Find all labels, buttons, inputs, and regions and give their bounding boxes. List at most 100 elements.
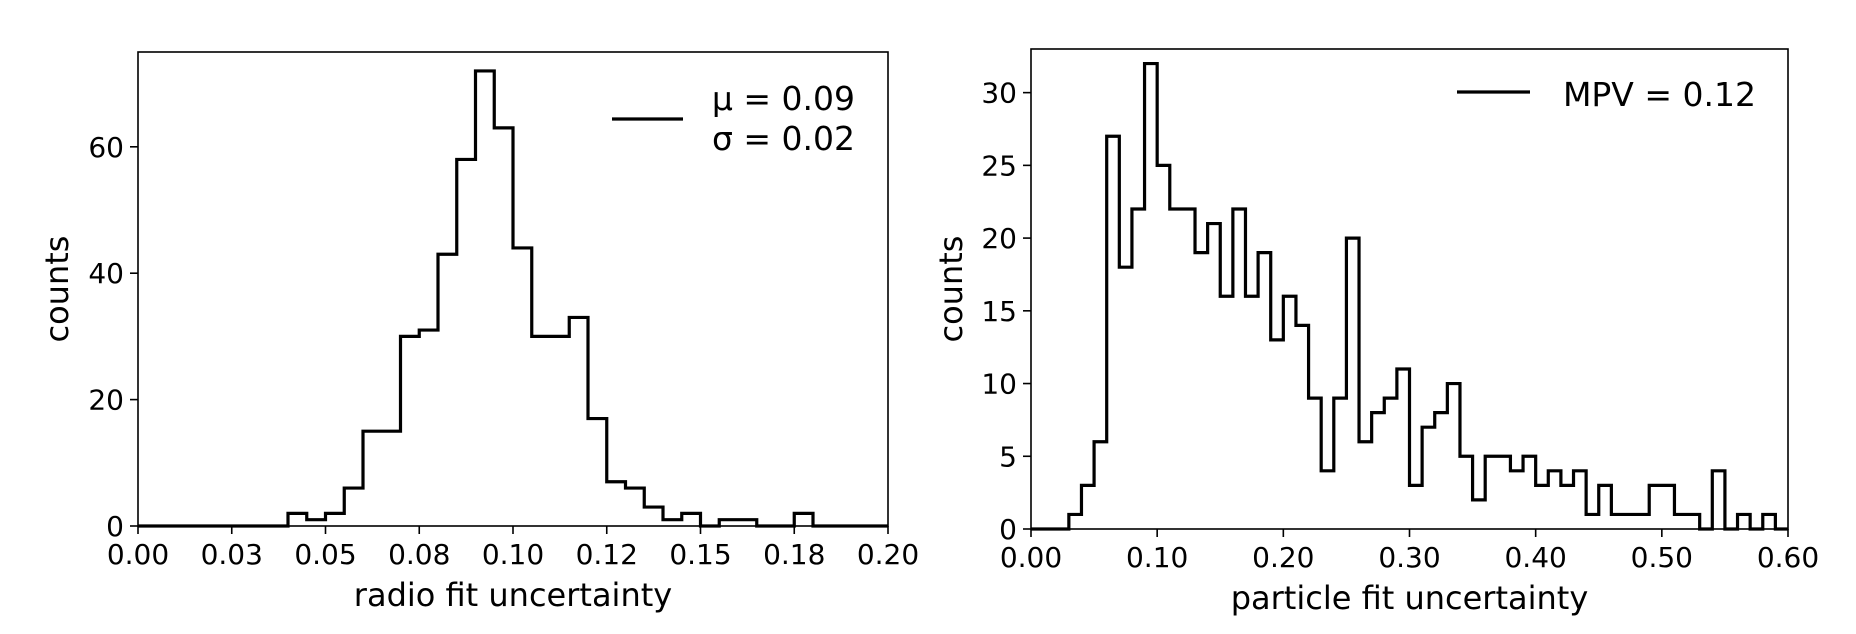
histogram-bin bbox=[1624, 514, 1637, 529]
x-tick-label: 0.50 bbox=[1631, 541, 1693, 574]
histogram-bin bbox=[1687, 514, 1700, 529]
histogram-bin bbox=[1460, 456, 1473, 529]
x-tick-label: 0.05 bbox=[294, 538, 356, 571]
histogram-bin bbox=[1510, 471, 1523, 529]
x-tick-label: 0.03 bbox=[201, 538, 263, 571]
histogram-bin bbox=[1447, 384, 1460, 529]
x-axis-label: radio fit uncertainty bbox=[354, 576, 672, 614]
histogram-bin bbox=[1195, 253, 1208, 529]
histogram-bin bbox=[1738, 514, 1751, 529]
histogram-bin bbox=[1485, 456, 1498, 529]
histogram-bin bbox=[1145, 64, 1158, 529]
x-tick-label: 0.20 bbox=[857, 538, 919, 571]
x-tick-label: 0.30 bbox=[1378, 541, 1440, 574]
histogram-bin bbox=[438, 254, 457, 526]
histogram-bin bbox=[1233, 209, 1246, 529]
histogram-bin bbox=[1170, 209, 1183, 529]
histogram-bin bbox=[1334, 398, 1347, 529]
histogram-bin bbox=[1637, 514, 1650, 529]
radio-uncertainty-histogram-panel: 0.00 0.03 0.05 0.08 0.10 0.12 0.15 0.18 0.20 0 20 4… bbox=[38, 51, 919, 614]
y-tick-label: 25 bbox=[981, 149, 1017, 182]
histogram-bin bbox=[551, 336, 570, 526]
histogram-bin bbox=[532, 336, 551, 526]
x-tick-label: 0.18 bbox=[763, 538, 825, 571]
histogram-bin bbox=[401, 336, 420, 526]
particle-uncertainty-histogram-panel: 0.00 0.10 0.20 0.30 0.40 0.50 0.60 0 5 10 15 20 25 30… bbox=[932, 48, 1819, 617]
histogram-bin bbox=[1157, 165, 1170, 529]
histogram-bin bbox=[1548, 471, 1561, 529]
histogram-step-line bbox=[1031, 61, 1788, 531]
y-axis-label: counts bbox=[932, 236, 970, 343]
histogram-bin bbox=[1359, 442, 1372, 529]
histogram-bin bbox=[1586, 514, 1599, 529]
histogram-bin bbox=[1536, 485, 1549, 529]
histogram-bin bbox=[288, 513, 307, 526]
histogram-bin bbox=[494, 128, 513, 526]
y-tick-label: 60 bbox=[88, 131, 124, 164]
histogram-bin bbox=[1498, 456, 1511, 529]
legend-label: σ = 0.02 bbox=[712, 119, 855, 158]
histogram-bin bbox=[1763, 514, 1776, 529]
histogram-bin bbox=[457, 159, 476, 526]
histogram-bin bbox=[1094, 442, 1107, 529]
histogram-bin bbox=[1132, 209, 1145, 529]
histogram-bin bbox=[513, 248, 532, 526]
x-tick-label: 0.00 bbox=[107, 538, 169, 571]
histogram-bin bbox=[1258, 253, 1271, 529]
histogram-bin bbox=[682, 513, 701, 526]
y-tick-label: 40 bbox=[88, 257, 124, 290]
histogram-bin bbox=[1561, 485, 1574, 529]
histogram-bin bbox=[344, 488, 363, 526]
histogram-bin bbox=[1220, 296, 1233, 529]
histogram-bin bbox=[326, 513, 345, 526]
histogram-bin bbox=[1346, 238, 1359, 529]
x-tick-label: 0.00 bbox=[1000, 541, 1062, 574]
histogram-bin bbox=[1523, 456, 1536, 529]
histogram-bin bbox=[1119, 267, 1132, 529]
histogram-bin bbox=[626, 488, 645, 526]
histogram-bin bbox=[1081, 485, 1094, 529]
histogram-bin bbox=[1410, 485, 1423, 529]
y-tick-label: 5 bbox=[999, 440, 1017, 473]
histogram-bin bbox=[1397, 369, 1410, 529]
histogram-bin bbox=[1271, 340, 1284, 529]
y-tick-label: 10 bbox=[981, 368, 1017, 401]
x-tick-label: 0.08 bbox=[388, 538, 450, 571]
x-tick-label: 0.40 bbox=[1504, 541, 1566, 574]
y-tick-label: 30 bbox=[981, 77, 1017, 110]
histogram-bin bbox=[1208, 224, 1221, 529]
y-tick-label: 0 bbox=[106, 510, 124, 543]
histogram-bin bbox=[1296, 325, 1309, 529]
histogram-bin bbox=[1283, 296, 1296, 529]
x-tick-label: 0.60 bbox=[1757, 541, 1819, 574]
legend-label: μ = 0.09 bbox=[712, 79, 855, 118]
histogram-bin bbox=[607, 482, 626, 526]
histogram-bin bbox=[476, 71, 495, 526]
histogram-bin bbox=[1649, 485, 1662, 529]
y-tick-label: 0 bbox=[999, 513, 1017, 546]
histogram-bin bbox=[1674, 514, 1687, 529]
histogram-step-line bbox=[138, 69, 888, 528]
histogram-bin bbox=[1422, 427, 1435, 529]
histogram-bin bbox=[588, 419, 607, 526]
x-tick-label: 0.10 bbox=[482, 538, 544, 571]
histogram-bin bbox=[1309, 398, 1322, 529]
histogram-bin bbox=[1321, 471, 1334, 529]
x-tick-label: 0.20 bbox=[1252, 541, 1314, 574]
histogram-bin bbox=[794, 513, 813, 526]
x-axis-label: particle fit uncertainty bbox=[1231, 579, 1589, 617]
histogram-bin bbox=[1107, 136, 1120, 529]
histogram-bin bbox=[1712, 471, 1725, 529]
histogram-bin bbox=[363, 431, 382, 526]
y-axis-label: counts bbox=[38, 236, 76, 343]
histogram-bin bbox=[1372, 413, 1385, 529]
x-tick-label: 0.10 bbox=[1126, 541, 1188, 574]
histogram-bin bbox=[1384, 398, 1397, 529]
y-tick-label: 15 bbox=[981, 295, 1017, 328]
histogram-bin bbox=[569, 317, 588, 526]
histogram-bin bbox=[1435, 413, 1448, 529]
histogram-bin bbox=[419, 330, 438, 526]
histogram-bin bbox=[1611, 514, 1624, 529]
histogram-bin bbox=[382, 431, 401, 526]
